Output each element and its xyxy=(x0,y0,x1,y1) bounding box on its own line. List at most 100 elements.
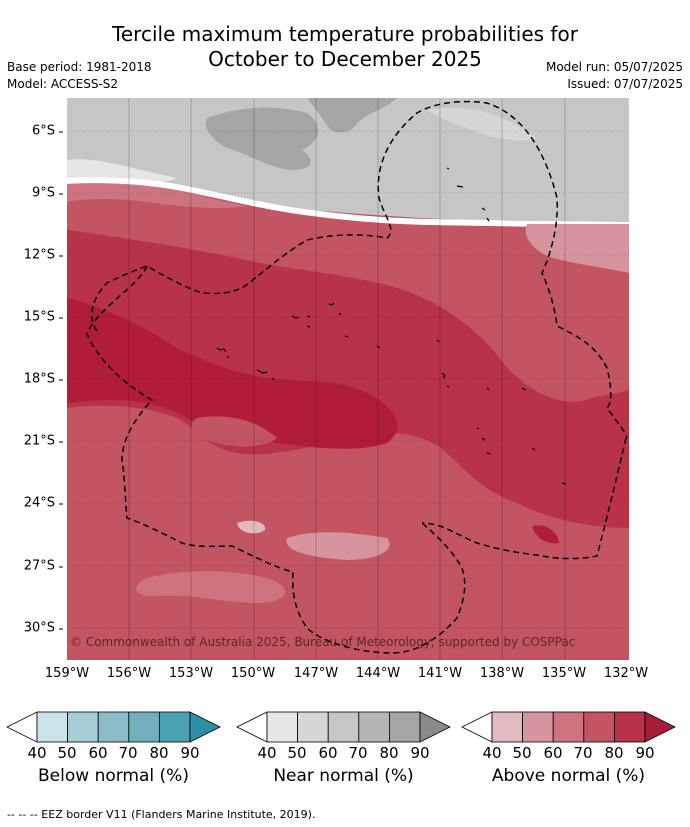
lat-label: 12°S xyxy=(24,248,64,263)
lat-label: 24°S xyxy=(24,496,64,511)
colorbar-swatch xyxy=(128,711,160,743)
eez-border-east xyxy=(421,437,627,560)
lon-label: 147°W xyxy=(293,666,339,681)
above-normal-80b xyxy=(67,238,447,343)
lat-label: 18°S xyxy=(24,372,64,387)
lon-label: 135°W xyxy=(541,666,587,681)
colorbar-swatch xyxy=(491,711,524,743)
islands xyxy=(216,167,567,485)
map-canvas xyxy=(67,98,629,660)
colorbar-tick: 70 xyxy=(348,744,368,762)
lat-label: 6°S xyxy=(32,124,64,139)
colorbar-tick: 40 xyxy=(257,744,277,762)
colorbar-tick: 50 xyxy=(287,744,307,762)
colorbar-tick: 80 xyxy=(604,744,624,762)
near-normal-50 xyxy=(427,107,537,141)
above-normal-60 xyxy=(67,183,247,209)
colorbar-extend-low xyxy=(236,711,268,743)
colorbar-swatches xyxy=(6,711,221,743)
colorbar-tick: 50 xyxy=(512,744,532,762)
colorbar-tick: 80 xyxy=(149,744,169,762)
lat-label: 9°S xyxy=(32,186,64,201)
lat-label: 15°S xyxy=(24,310,64,325)
probability-map: © Commonwealth of Australia 2025, Bureau… xyxy=(67,98,629,660)
lon-label: 150°W xyxy=(230,666,276,681)
lon-label: 141°W xyxy=(417,666,463,681)
issued-date: Issued: 07/07/2025 xyxy=(567,77,683,91)
colorbar-swatch xyxy=(67,711,99,743)
colorbar-swatch xyxy=(552,711,585,743)
colorbar-swatch xyxy=(522,711,554,743)
above-normal-50b xyxy=(286,532,390,560)
model-name: Model: ACCESS-S2 xyxy=(7,77,119,91)
lon-label: 138°W xyxy=(479,666,525,681)
eez-legend-footer: -- -- -- EEZ border V11 (Flanders Marine… xyxy=(7,808,316,821)
colorbar-tick: 70 xyxy=(118,744,138,762)
lat-label: 30°S xyxy=(24,621,64,636)
colorbar-swatch xyxy=(266,711,299,743)
colorbar-swatch xyxy=(97,711,130,743)
lon-label: 144°W xyxy=(355,666,401,681)
colorbar-extend-high xyxy=(189,711,221,743)
colorbar-swatch xyxy=(388,711,421,743)
colorbar-ticks: 40 50 60 70 80 90 xyxy=(236,743,451,763)
title-line-2: October to December 2025 xyxy=(208,47,482,71)
near-normal-40 xyxy=(67,159,177,183)
title-line-1: Tercile maximum temperature probabilitie… xyxy=(112,22,578,46)
near-normal-80b xyxy=(307,98,397,133)
colorbar-tick: 90 xyxy=(635,744,655,762)
lon-label: 132°W xyxy=(603,666,649,681)
colorbar-label: Above normal (%) xyxy=(491,766,646,786)
lat-label: 21°S xyxy=(24,434,64,449)
near-normal-80 xyxy=(205,107,319,170)
colorbar-extend-high xyxy=(419,711,451,743)
colorbar-extend-low xyxy=(6,711,38,743)
colorbar-label: Below normal (%) xyxy=(38,766,189,786)
colorbar-ticks: 40 50 60 70 80 90 xyxy=(461,743,676,763)
colorbar-swatch xyxy=(158,711,191,743)
eez-border-south xyxy=(86,265,466,654)
copyright-notice: © Commonwealth of Australia 2025, Bureau… xyxy=(70,635,576,649)
colorbar-extend-high xyxy=(644,711,676,743)
colorbar-tick: 60 xyxy=(543,744,563,762)
lat-label: 27°S xyxy=(24,559,64,574)
colorbar-tick: 40 xyxy=(27,744,47,762)
colorbar-tick: 60 xyxy=(88,744,108,762)
colorbar-near-normal: 40 50 60 70 80 90 Near normal (%) xyxy=(236,711,451,786)
above-normal-50 xyxy=(525,224,629,273)
tercile-boundary xyxy=(67,177,629,228)
colorbar-swatch xyxy=(297,711,329,743)
colorbar-swatch xyxy=(36,711,69,743)
meta-right: Model run: 05/07/2025 Issued: 07/07/2025 xyxy=(546,59,683,93)
colorbar-swatch xyxy=(613,711,646,743)
colorbar-tick: 90 xyxy=(180,744,200,762)
chart-title: Tercile maximum temperature probabilitie… xyxy=(0,22,690,72)
colorbar-swatch xyxy=(327,711,360,743)
colorbar-above-normal: 40 50 60 70 80 90 Above normal (%) xyxy=(461,711,676,786)
colorbar-ticks: 40 50 60 70 80 90 xyxy=(6,743,221,763)
above-normal-40 xyxy=(237,520,266,534)
meta-left: Base period: 1981-2018 Model: ACCESS-S2 xyxy=(7,59,152,93)
colorbar-tick: 80 xyxy=(379,744,399,762)
colorbar-extend-low xyxy=(461,711,493,743)
colorbar-swatch xyxy=(358,711,390,743)
eez-border-north xyxy=(91,100,628,439)
lon-label: 153°W xyxy=(168,666,214,681)
colorbar-swatch xyxy=(583,711,615,743)
lon-label: 156°W xyxy=(106,666,152,681)
colorbar-tick: 70 xyxy=(573,744,593,762)
colorbar-swatches xyxy=(236,711,451,743)
above-normal-60b xyxy=(136,571,286,603)
above-normal-90b xyxy=(532,525,559,544)
base-period: Base period: 1981-2018 xyxy=(7,60,152,74)
above-normal-90-core xyxy=(67,298,398,449)
model-run: Model run: 05/07/2025 xyxy=(545,60,683,74)
lon-label: 159°W xyxy=(44,666,90,681)
colorbar-tick: 60 xyxy=(318,744,338,762)
colorbar-tick: 50 xyxy=(57,744,77,762)
colorbar-tick: 90 xyxy=(410,744,430,762)
colorbar-label: Near normal (%) xyxy=(273,766,414,786)
colorbar-tick: 40 xyxy=(482,744,502,762)
above-normal-70b xyxy=(191,416,277,447)
colorbar-swatches xyxy=(461,711,676,743)
